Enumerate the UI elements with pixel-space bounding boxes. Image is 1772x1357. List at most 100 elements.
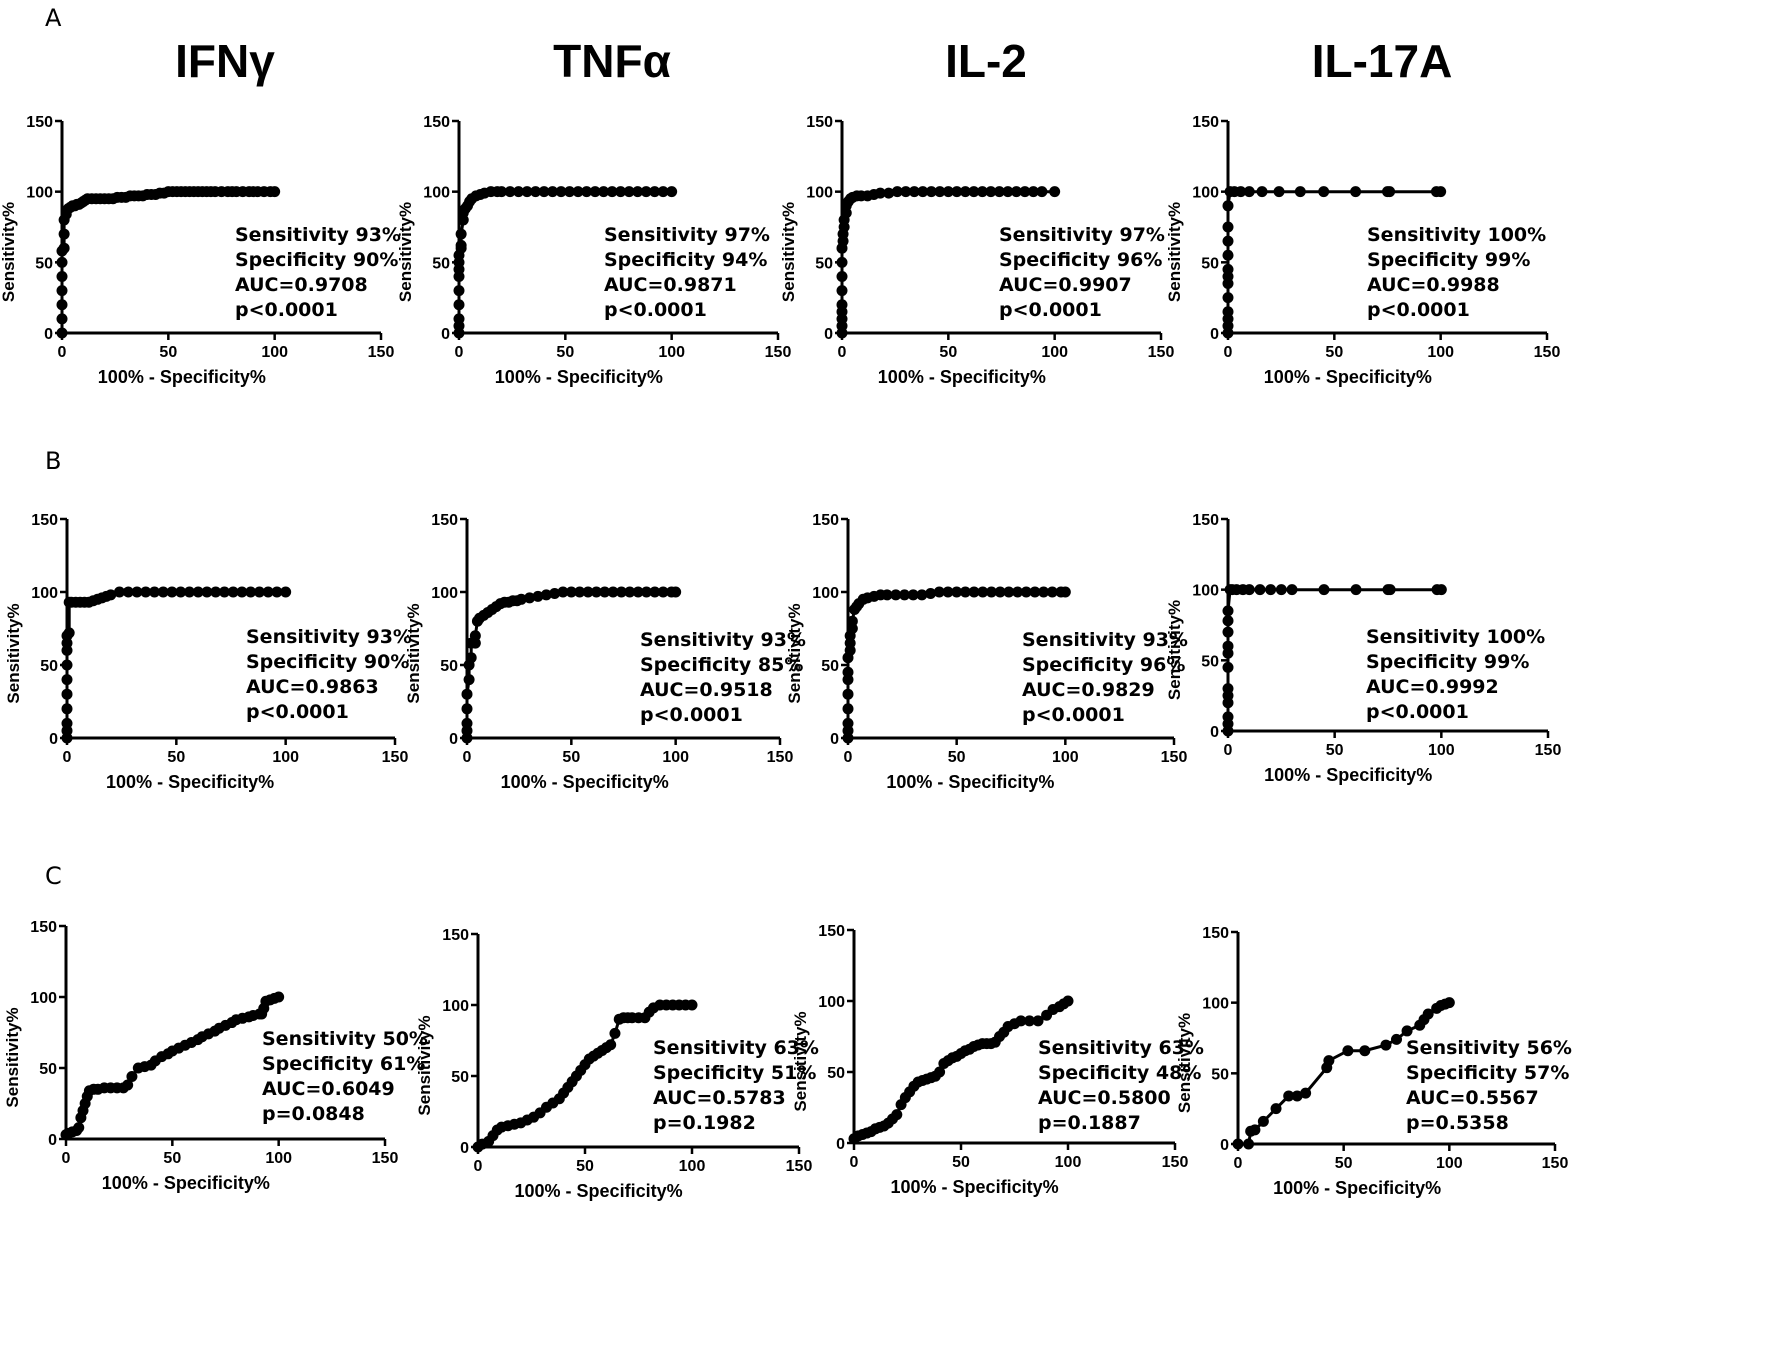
data-point bbox=[1350, 584, 1362, 596]
x-tick-label: 100 bbox=[658, 344, 685, 361]
data-point bbox=[1012, 586, 1024, 598]
y-tick-label: 50 bbox=[1201, 255, 1219, 272]
x-tick-label: 150 bbox=[1535, 742, 1562, 759]
data-point bbox=[623, 186, 635, 198]
chart-c-2: 0 50 100 150 0 50 100 150 100% - Specificity% Sen… bbox=[791, 923, 1204, 1197]
data-point bbox=[61, 688, 73, 700]
x-tick-label: 50 bbox=[1325, 344, 1343, 361]
x-axis-title: 100% - Specificity% bbox=[102, 1173, 270, 1193]
data-point bbox=[58, 242, 70, 254]
y-tick-label: 100 bbox=[1192, 583, 1219, 600]
y-tick-label: 150 bbox=[818, 923, 845, 940]
y-tick-label: 0 bbox=[460, 1140, 469, 1157]
y-axis-title: Sensitivity% bbox=[415, 1015, 434, 1115]
data-point bbox=[455, 228, 467, 240]
x-tick-label: 0 bbox=[62, 1150, 71, 1167]
data-point bbox=[609, 1027, 621, 1039]
x-tick-label: 0 bbox=[474, 1158, 483, 1175]
x-tick-label: 100 bbox=[662, 749, 689, 766]
data-point bbox=[56, 285, 68, 297]
data-point bbox=[836, 270, 848, 282]
data-point bbox=[1318, 584, 1330, 596]
data-point bbox=[900, 186, 912, 198]
data-point bbox=[934, 186, 946, 198]
data-point bbox=[555, 186, 567, 198]
data-point bbox=[836, 256, 848, 268]
data-point bbox=[140, 586, 152, 598]
data-point bbox=[640, 186, 652, 198]
stat-annotation: AUC=0.9708 bbox=[235, 274, 368, 296]
data-point bbox=[461, 717, 473, 729]
data-point bbox=[1350, 186, 1362, 198]
data-point bbox=[993, 186, 1005, 198]
data-point bbox=[836, 285, 848, 297]
data-point bbox=[883, 187, 895, 199]
stat-annotation: Specificity 96% bbox=[1022, 654, 1185, 676]
y-tick-label: 100 bbox=[31, 585, 58, 602]
data-point bbox=[968, 586, 980, 598]
y-tick-label: 0 bbox=[1220, 1137, 1229, 1154]
data-point bbox=[607, 586, 619, 598]
data-point bbox=[201, 586, 213, 598]
y-axis-title: Sensitivity% bbox=[0, 202, 18, 302]
data-point bbox=[1318, 186, 1330, 198]
data-point bbox=[61, 717, 73, 729]
data-point bbox=[1257, 1115, 1269, 1127]
data-point bbox=[469, 630, 481, 642]
data-point bbox=[1222, 292, 1234, 304]
stat-annotation: Specificity 85% bbox=[640, 654, 803, 676]
data-point bbox=[453, 313, 465, 325]
x-tick-label: 50 bbox=[1335, 1155, 1353, 1172]
data-point bbox=[836, 299, 848, 311]
data-point bbox=[599, 586, 611, 598]
y-tick-label: 0 bbox=[48, 1132, 57, 1149]
y-axis-title: Sensitivity% bbox=[4, 603, 23, 703]
data-point bbox=[615, 186, 627, 198]
x-tick-label: 50 bbox=[948, 749, 966, 766]
y-tick-label: 100 bbox=[812, 585, 839, 602]
y-axis-title: Sensitivity% bbox=[791, 1011, 810, 1111]
stat-annotation: Specificity 96% bbox=[999, 249, 1162, 271]
y-tick-label: 150 bbox=[26, 114, 53, 131]
x-tick-label: 50 bbox=[167, 749, 185, 766]
y-tick-label: 150 bbox=[812, 512, 839, 529]
data-point bbox=[175, 586, 187, 598]
stat-annotation: p<0.0001 bbox=[1366, 701, 1469, 723]
data-point bbox=[1010, 186, 1022, 198]
data-point bbox=[649, 186, 661, 198]
stat-annotation: Sensitivity 50% bbox=[262, 1028, 428, 1050]
y-axis-title: Sensitivity% bbox=[396, 202, 415, 302]
x-tick-label: 150 bbox=[1148, 344, 1175, 361]
stat-annotation: Sensitivity 97% bbox=[999, 224, 1165, 246]
x-axis-title: 100% - Specificity% bbox=[1264, 765, 1432, 785]
data-point bbox=[908, 186, 920, 198]
data-point bbox=[907, 589, 919, 601]
y-tick-label: 0 bbox=[449, 731, 458, 748]
stat-annotation: p=0.0848 bbox=[262, 1103, 365, 1125]
stat-annotation: p<0.0001 bbox=[604, 299, 707, 321]
data-point bbox=[1029, 586, 1041, 598]
x-tick-label: 100 bbox=[261, 344, 288, 361]
data-point bbox=[615, 586, 627, 598]
data-point bbox=[1222, 200, 1234, 212]
y-tick-label: 50 bbox=[1201, 653, 1219, 670]
data-point bbox=[1384, 584, 1396, 596]
x-axis-title: 100% - Specificity% bbox=[1273, 1178, 1441, 1198]
data-point bbox=[1380, 1039, 1392, 1051]
x-tick-label: 50 bbox=[159, 344, 177, 361]
data-point bbox=[942, 186, 954, 198]
data-point bbox=[56, 256, 68, 268]
data-point bbox=[959, 186, 971, 198]
y-tick-label: 100 bbox=[818, 994, 845, 1011]
stat-annotation: Specificity 90% bbox=[246, 651, 409, 673]
y-tick-label: 50 bbox=[451, 1069, 469, 1086]
y-tick-label: 150 bbox=[442, 927, 469, 944]
y-tick-label: 150 bbox=[1192, 114, 1219, 131]
y-tick-label: 150 bbox=[1202, 925, 1229, 942]
data-point bbox=[453, 285, 465, 297]
y-tick-label: 150 bbox=[806, 114, 833, 131]
data-point bbox=[532, 590, 544, 602]
x-tick-label: 0 bbox=[850, 1154, 859, 1171]
chart-b-3: 0 50 100 150 0 50 100 150 100% - Specificity% Sen… bbox=[1165, 512, 1561, 785]
